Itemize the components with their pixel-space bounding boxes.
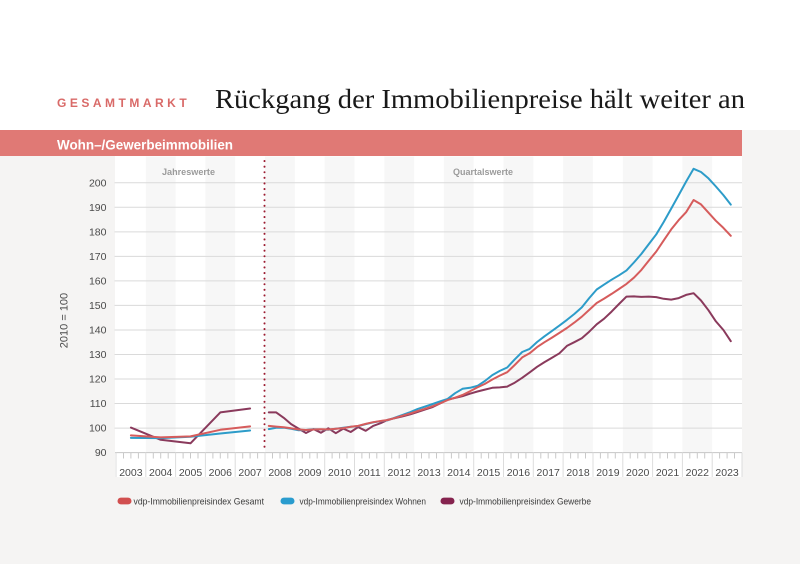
svg-text:2007: 2007 — [238, 467, 262, 479]
svg-text:2017: 2017 — [537, 467, 561, 479]
svg-text:2019: 2019 — [596, 467, 620, 479]
svg-text:2008: 2008 — [268, 467, 292, 479]
svg-text:2003: 2003 — [119, 467, 143, 479]
svg-text:2010: 2010 — [328, 467, 352, 479]
svg-text:150: 150 — [89, 300, 107, 312]
svg-text:2012: 2012 — [388, 467, 412, 479]
svg-text:190: 190 — [89, 202, 107, 214]
svg-text:2023: 2023 — [715, 467, 739, 479]
svg-text:vdp-Immobilienpreisindex Gewer: vdp-Immobilienpreisindex Gewerbe — [460, 497, 592, 508]
svg-text:130: 130 — [89, 349, 107, 361]
svg-text:110: 110 — [90, 398, 107, 410]
svg-text:2010 = 100: 2010 = 100 — [59, 293, 71, 348]
svg-text:100: 100 — [89, 423, 107, 435]
svg-text:Jahreswerte: Jahreswerte — [162, 167, 215, 178]
svg-text:Quartalswerte: Quartalswerte — [453, 167, 513, 178]
svg-text:2020: 2020 — [626, 467, 650, 479]
svg-text:2011: 2011 — [358, 467, 381, 479]
svg-text:2005: 2005 — [179, 467, 203, 479]
svg-text:2021: 2021 — [656, 467, 680, 479]
svg-text:2004: 2004 — [149, 467, 173, 479]
svg-text:2016: 2016 — [507, 467, 531, 479]
svg-text:2018: 2018 — [566, 467, 590, 479]
svg-text:vdp-Immobilienpreisindex Wohne: vdp-Immobilienpreisindex Wohnen — [300, 497, 427, 508]
svg-text:200: 200 — [89, 177, 107, 189]
svg-text:2013: 2013 — [417, 467, 441, 479]
svg-text:2014: 2014 — [447, 467, 471, 479]
svg-text:2009: 2009 — [298, 467, 322, 479]
svg-text:140: 140 — [89, 325, 107, 337]
svg-text:2015: 2015 — [477, 467, 501, 479]
svg-text:120: 120 — [89, 374, 107, 386]
svg-text:2022: 2022 — [686, 467, 710, 479]
svg-text:Wohn–/Gewerbeimmobilien: Wohn–/Gewerbeimmobilien — [57, 137, 233, 153]
svg-text:160: 160 — [89, 276, 107, 288]
svg-text:GESAMTMARKT: GESAMTMARKT — [57, 96, 190, 110]
svg-text:170: 170 — [89, 251, 107, 263]
svg-text:vdp-Immobilienpreisindex Gesam: vdp-Immobilienpreisindex Gesamt — [134, 497, 265, 508]
svg-text:90: 90 — [95, 447, 107, 459]
svg-text:Rückgang der Immobilienpreise: Rückgang der Immobilienpreise hält weite… — [215, 84, 746, 114]
svg-text:180: 180 — [89, 227, 107, 239]
svg-text:2006: 2006 — [209, 467, 233, 479]
